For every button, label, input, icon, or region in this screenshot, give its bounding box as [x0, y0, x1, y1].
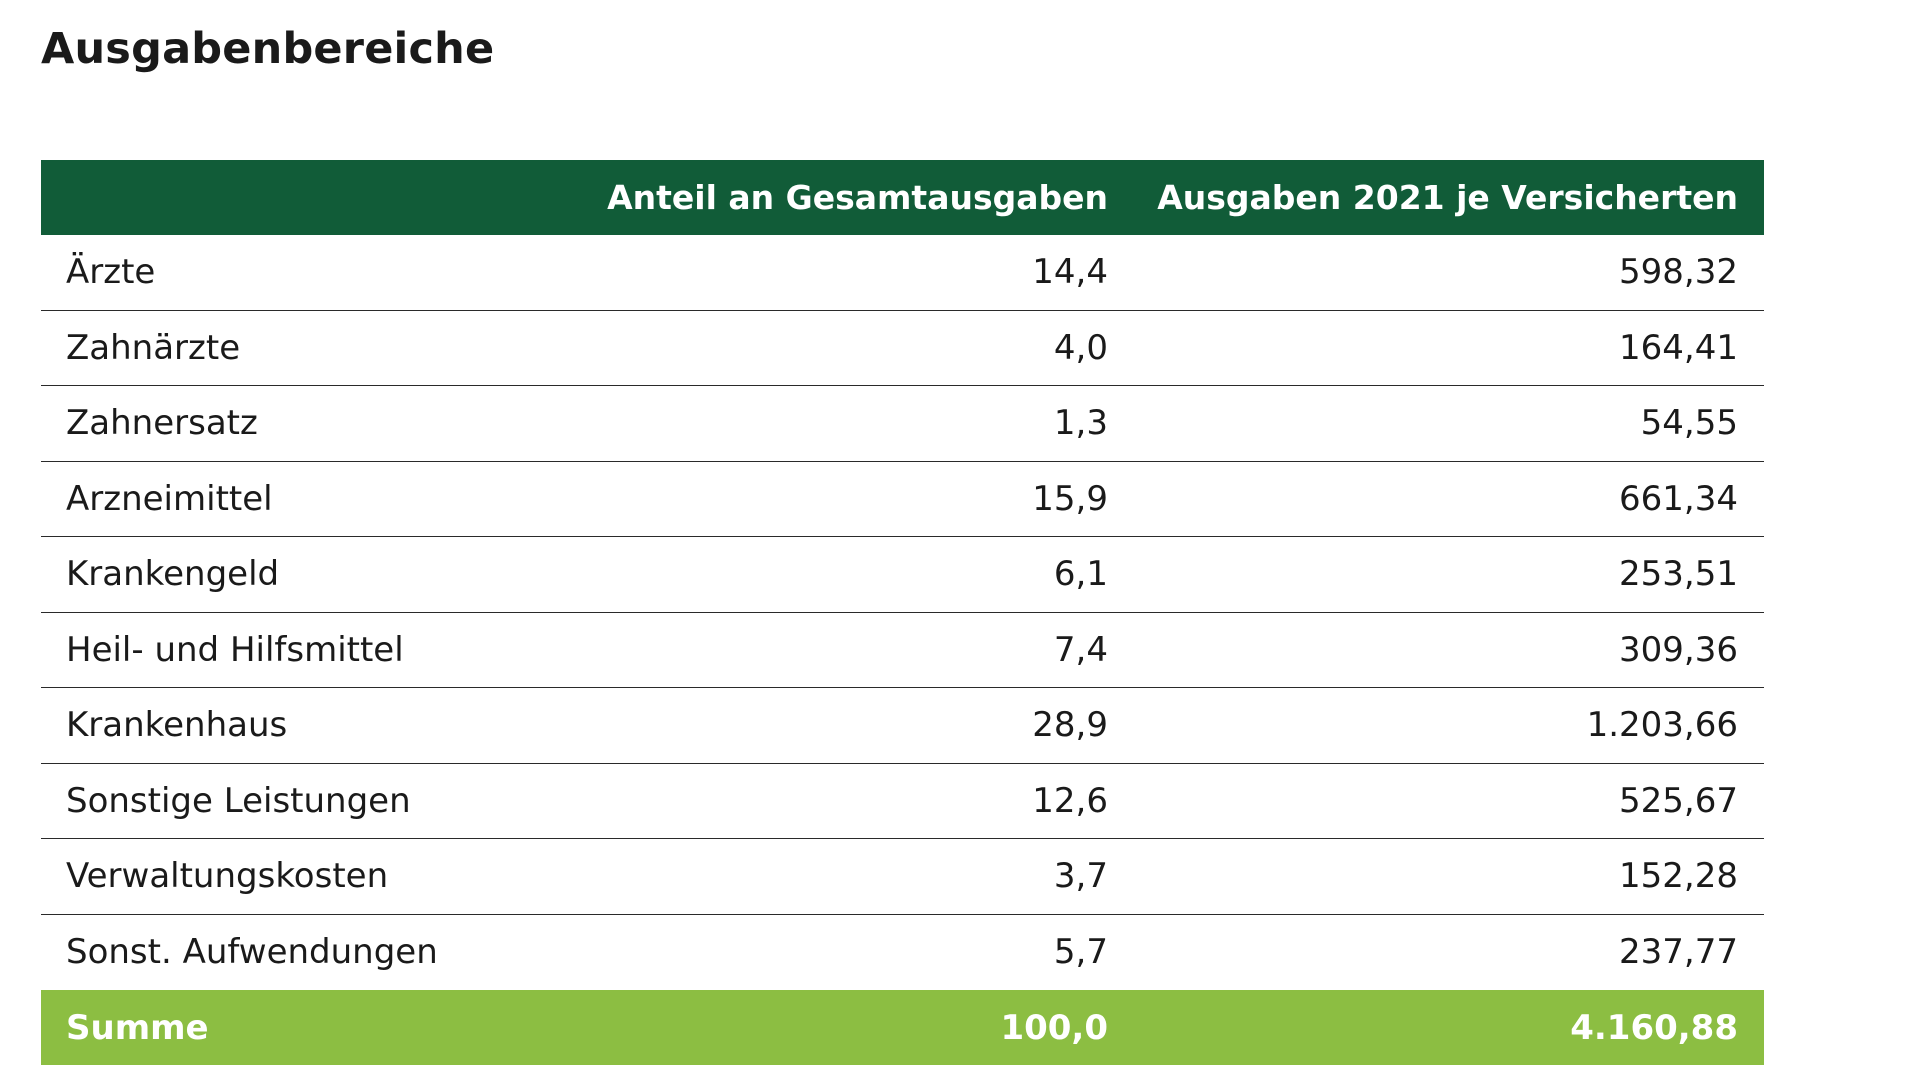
row-label: Krankenhaus	[66, 705, 288, 746]
table-row: Ärzte 14,4 598,32	[41, 235, 1764, 311]
row-label: Zahnärzte	[66, 327, 241, 368]
row-label: Sonstige Leistungen	[66, 780, 411, 821]
table-total-row: Summe 100,0 4.160,88	[41, 990, 1764, 1065]
header-cell-share: Anteil an Gesamtausgaben	[607, 178, 1108, 217]
row-label: Arzneimittel	[66, 478, 273, 519]
table-header-row: Anteil an Gesamtausgaben Ausgaben 2021 j…	[41, 160, 1764, 235]
row-share-value: 5,7	[1053, 932, 1108, 973]
row-share-value: 3,7	[1053, 856, 1108, 897]
row-share-value: 7,4	[1053, 629, 1108, 670]
row-expense-value: 661,34	[1619, 478, 1738, 519]
row-label: Ärzte	[66, 252, 156, 293]
table-row: Krankengeld 6,1 253,51	[41, 537, 1764, 613]
total-label: Summe	[66, 1007, 209, 1048]
row-label: Sonst. Aufwendungen	[66, 932, 438, 973]
table-row: Zahnärzte 4,0 164,41	[41, 311, 1764, 386]
row-expense-value: 54,55	[1640, 403, 1738, 444]
table-row: Sonst. Aufwendungen 5,7 237,77	[41, 915, 1764, 991]
expenses-table: Anteil an Gesamtausgaben Ausgaben 2021 j…	[41, 160, 1764, 1065]
row-expense-value: 598,32	[1619, 252, 1738, 293]
row-share-value: 14,4	[1032, 252, 1108, 293]
row-label: Verwaltungskosten	[66, 856, 389, 897]
row-label: Heil- und Hilfsmittel	[66, 629, 404, 670]
table-row: Zahnersatz 1,3 54,55	[41, 386, 1764, 462]
table-row: Arzneimittel 15,9 661,34	[41, 462, 1764, 537]
table-row: Heil- und Hilfsmittel 7,4 309,36	[41, 613, 1764, 688]
row-share-value: 4,0	[1053, 327, 1108, 368]
row-label: Krankengeld	[66, 554, 280, 595]
row-share-value: 15,9	[1032, 478, 1108, 519]
row-expense-value: 1.203,66	[1586, 705, 1738, 746]
row-expense-value: 164,41	[1619, 327, 1738, 368]
header-cell-expenses: Ausgaben 2021 je Versicherten	[1157, 178, 1738, 217]
table-row: Sonstige Leistungen 12,6 525,67	[41, 764, 1764, 839]
table-title: Ausgabenbereiche	[41, 24, 495, 74]
row-expense-value: 309,36	[1619, 629, 1738, 670]
row-expense-value: 237,77	[1619, 932, 1738, 973]
row-share-value: 1,3	[1053, 403, 1108, 444]
total-share-value: 100,0	[1000, 1007, 1108, 1048]
total-expense-value: 4.160,88	[1570, 1007, 1738, 1048]
row-share-value: 28,9	[1032, 705, 1108, 746]
row-share-value: 6,1	[1053, 554, 1108, 595]
table-row: Krankenhaus 28,9 1.203,66	[41, 688, 1764, 764]
row-expense-value: 253,51	[1619, 554, 1738, 595]
row-expense-value: 152,28	[1619, 856, 1738, 897]
table-row: Verwaltungskosten 3,7 152,28	[41, 839, 1764, 915]
row-label: Zahnersatz	[66, 403, 258, 444]
row-expense-value: 525,67	[1619, 780, 1738, 821]
row-share-value: 12,6	[1032, 780, 1108, 821]
